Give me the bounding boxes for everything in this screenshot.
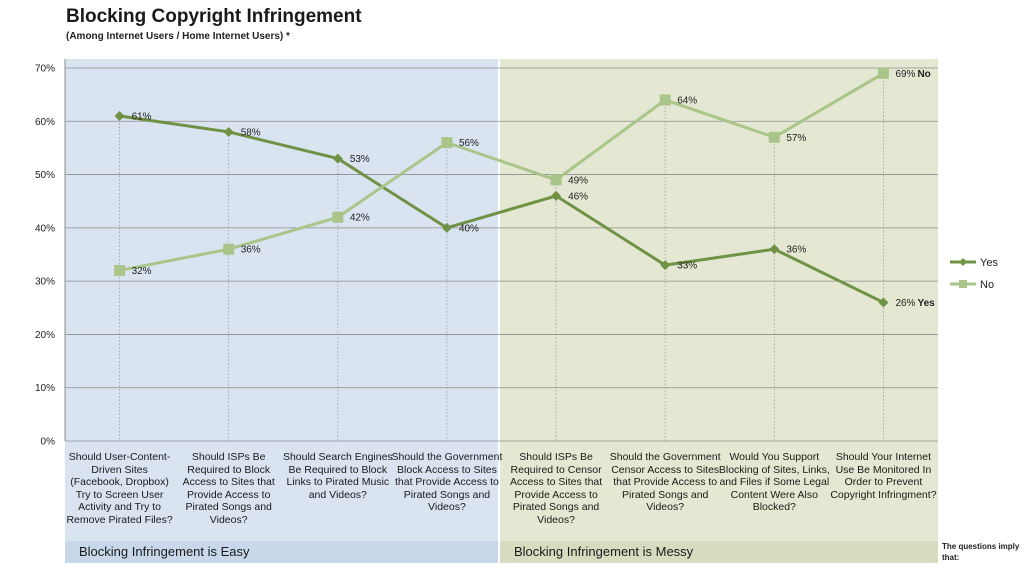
y-tick-label: 60% <box>35 117 55 128</box>
band-label-messy: Blocking Infringement is Messy <box>500 541 938 563</box>
data-label: 57% <box>786 133 806 144</box>
data-point <box>769 244 780 255</box>
bottom-note: The questions imply that: <box>942 542 1020 562</box>
data-label: 53% <box>350 154 370 165</box>
legend-label-no: No <box>980 279 994 291</box>
gridlines <box>65 67 938 442</box>
legend-marker <box>959 258 967 266</box>
data-label: 46% <box>568 191 588 202</box>
category-label: Should the Government Block Access to Si… <box>391 451 503 514</box>
data-point <box>441 222 452 233</box>
y-axis: 0% 10% 20% 30% 40% 50% 60% 70% <box>35 59 66 448</box>
data-point <box>441 137 453 149</box>
y-tick-label: 70% <box>35 64 55 75</box>
series-no: 32% 36% 42% 56% 49% 64% 57% 69% No <box>114 67 931 277</box>
y-tick-label: 10% <box>35 383 55 394</box>
series-yes: 61% 58% 53% 40% 46% 33% 36% 26% Yes <box>114 110 935 309</box>
data-point <box>550 174 562 186</box>
data-label: 49% <box>568 175 588 186</box>
legend: Yes No <box>950 257 998 291</box>
category-label: Should Search Engines Be Required to Blo… <box>282 451 393 501</box>
data-label: 26% Yes <box>895 298 935 309</box>
data-label: 36% <box>786 245 806 256</box>
category-label: Should the Government Censor Access to S… <box>609 451 721 514</box>
data-label: 36% <box>241 245 261 256</box>
data-point <box>660 260 671 271</box>
data-label: 61% <box>132 111 152 122</box>
data-point <box>223 126 234 137</box>
data-label: 40% <box>459 223 479 234</box>
y-tick-label: 40% <box>35 223 55 234</box>
chart-title: Blocking Copyright Infringement <box>66 6 362 27</box>
data-point <box>223 243 235 255</box>
data-point <box>551 190 562 201</box>
y-tick-label: 30% <box>35 277 55 288</box>
y-tick-label: 50% <box>35 170 55 181</box>
data-point <box>878 297 889 308</box>
data-point <box>877 67 889 79</box>
data-point <box>659 94 671 106</box>
band-messy-background <box>500 59 938 541</box>
data-point <box>332 211 344 223</box>
data-label: 56% <box>459 138 479 149</box>
series-line-no <box>119 72 885 272</box>
droplines <box>119 73 884 441</box>
y-tick-label: 20% <box>35 330 55 341</box>
data-label: 42% <box>350 213 370 224</box>
data-label: 64% <box>677 95 697 106</box>
band-easy-background <box>65 59 498 541</box>
data-point <box>114 264 126 276</box>
y-tick-label: 0% <box>41 437 56 448</box>
data-label: 32% <box>132 266 152 277</box>
band-label-easy: Blocking Infringement is Easy <box>65 541 498 563</box>
legend-marker <box>959 280 967 288</box>
category-label: Would You Support Blocking of Sites, Lin… <box>718 451 830 514</box>
legend-label-yes: Yes <box>980 257 998 269</box>
category-label: Should ISPs Be Required to Block Access … <box>182 451 275 526</box>
series-line-yes <box>119 114 885 304</box>
end-label-yes: Yes <box>917 298 935 309</box>
data-point <box>332 153 343 164</box>
data-label: 58% <box>241 127 261 138</box>
category-label: Should ISPs Be Required to Censor Access… <box>509 451 603 526</box>
category-label: Should Your Internet Use Be Monitored In… <box>830 451 937 501</box>
data-point <box>768 131 780 143</box>
data-point <box>114 110 125 121</box>
data-label: 33% <box>677 261 697 272</box>
chart-subtitle: (Among Internet Users / Home Internet Us… <box>66 31 290 42</box>
data-label: 69% No <box>895 69 930 80</box>
category-label: Should User-Content-Driven Sites (Facebo… <box>66 451 173 526</box>
end-label-no: No <box>917 69 930 80</box>
